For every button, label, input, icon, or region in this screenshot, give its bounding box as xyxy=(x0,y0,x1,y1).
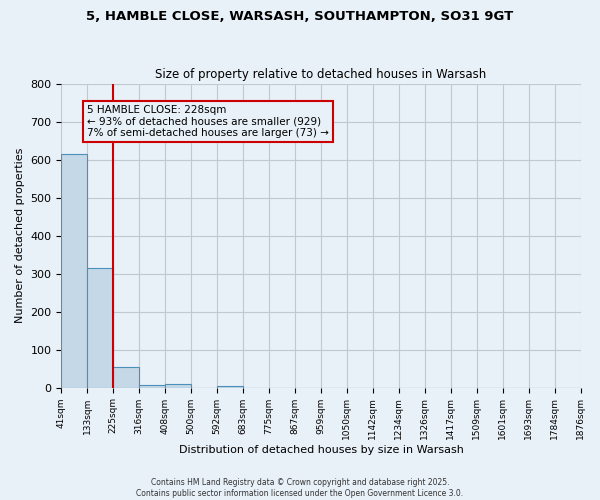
Bar xyxy=(165,384,191,388)
X-axis label: Distribution of detached houses by size in Warsash: Distribution of detached houses by size … xyxy=(179,445,463,455)
Bar xyxy=(61,154,88,388)
Text: 5, HAMBLE CLOSE, WARSASH, SOUTHAMPTON, SO31 9GT: 5, HAMBLE CLOSE, WARSASH, SOUTHAMPTON, S… xyxy=(86,10,514,23)
Bar xyxy=(113,366,139,388)
Text: Contains HM Land Registry data © Crown copyright and database right 2025.
Contai: Contains HM Land Registry data © Crown c… xyxy=(136,478,464,498)
Bar xyxy=(139,384,165,388)
Y-axis label: Number of detached properties: Number of detached properties xyxy=(15,148,25,324)
Bar xyxy=(217,386,243,388)
Bar xyxy=(88,268,113,388)
Text: 5 HAMBLE CLOSE: 228sqm
← 93% of detached houses are smaller (929)
7% of semi-det: 5 HAMBLE CLOSE: 228sqm ← 93% of detached… xyxy=(88,105,329,138)
Title: Size of property relative to detached houses in Warsash: Size of property relative to detached ho… xyxy=(155,68,487,81)
